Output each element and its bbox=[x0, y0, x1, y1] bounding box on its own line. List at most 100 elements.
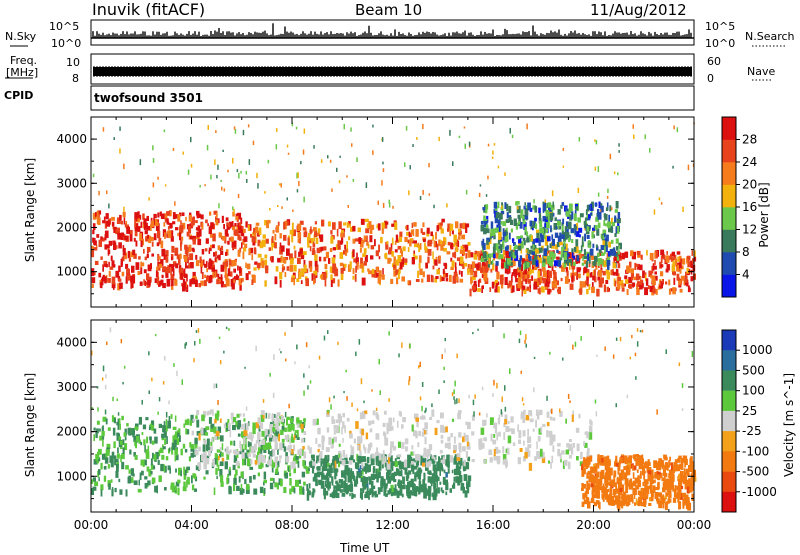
data-cell bbox=[564, 241, 566, 247]
data-cell bbox=[521, 209, 524, 215]
data-cell bbox=[313, 477, 317, 481]
data-cell bbox=[665, 281, 667, 284]
data-cell bbox=[213, 383, 215, 388]
data-cell bbox=[530, 221, 533, 227]
data-cell bbox=[367, 457, 370, 463]
data-cell bbox=[291, 449, 293, 454]
data-cell bbox=[516, 201, 520, 205]
data-cell bbox=[590, 456, 593, 462]
data-cell bbox=[585, 281, 587, 285]
data-cell bbox=[619, 488, 622, 492]
data-cell bbox=[228, 328, 230, 331]
data-cell bbox=[243, 437, 245, 445]
data-cell bbox=[526, 249, 528, 253]
data-cell bbox=[445, 459, 449, 465]
data-cell bbox=[238, 250, 241, 257]
data-cell bbox=[433, 468, 437, 476]
data-cell bbox=[498, 432, 501, 437]
data-cell bbox=[616, 227, 618, 234]
data-cell bbox=[323, 246, 326, 250]
data-cell bbox=[374, 239, 376, 246]
data-cell bbox=[221, 246, 223, 251]
data-cell bbox=[628, 455, 632, 463]
data-cell bbox=[524, 206, 526, 210]
data-cell bbox=[579, 288, 582, 295]
data-cell bbox=[469, 142, 471, 147]
data-cell bbox=[456, 354, 458, 359]
data-cell bbox=[235, 229, 239, 236]
data-cell bbox=[351, 455, 354, 461]
data-cell bbox=[428, 163, 430, 167]
data-cell bbox=[419, 263, 421, 269]
data-cell bbox=[441, 460, 444, 463]
data-cell bbox=[646, 278, 648, 286]
data-cell bbox=[174, 435, 177, 440]
data-cell bbox=[575, 342, 577, 347]
data-cell bbox=[689, 288, 691, 293]
data-cell bbox=[246, 423, 249, 431]
data-cell bbox=[638, 497, 642, 504]
data-cell bbox=[668, 499, 672, 503]
data-cell bbox=[311, 238, 314, 244]
data-cell bbox=[332, 257, 336, 263]
data-cell bbox=[585, 218, 587, 221]
data-cell bbox=[118, 266, 121, 272]
data-cell bbox=[183, 285, 185, 289]
data-cell bbox=[557, 260, 561, 267]
data-cell bbox=[334, 425, 336, 430]
data-cell bbox=[261, 261, 264, 269]
data-cell bbox=[687, 268, 689, 274]
data-cell bbox=[209, 260, 213, 267]
data-cell bbox=[292, 461, 296, 469]
data-cell bbox=[412, 469, 414, 474]
data-cell bbox=[459, 471, 461, 479]
data-cell bbox=[132, 250, 135, 256]
data-cell bbox=[614, 216, 616, 223]
data-cell bbox=[487, 176, 489, 180]
data-cell bbox=[523, 220, 526, 224]
data-cell bbox=[322, 443, 325, 450]
data-cell bbox=[194, 450, 198, 455]
data-cell bbox=[492, 151, 494, 155]
data-cell bbox=[214, 159, 216, 165]
data-cell bbox=[149, 281, 151, 286]
data-cell bbox=[128, 476, 131, 483]
data-cell bbox=[270, 483, 273, 490]
data-cell bbox=[220, 418, 222, 423]
data-cell bbox=[371, 225, 374, 230]
data-cell bbox=[497, 202, 499, 209]
data-cell bbox=[410, 165, 412, 169]
data-cell bbox=[400, 248, 402, 253]
data-cell bbox=[449, 130, 451, 136]
data-cell bbox=[200, 257, 202, 264]
data-cell bbox=[426, 462, 430, 468]
data-cell bbox=[170, 225, 172, 228]
data-cell bbox=[533, 429, 535, 432]
data-cell bbox=[557, 443, 561, 446]
data-cell bbox=[206, 411, 208, 415]
data-cell bbox=[452, 485, 455, 489]
data-cell bbox=[647, 489, 650, 494]
data-cell bbox=[669, 289, 671, 295]
data-cell bbox=[169, 448, 171, 452]
data-cell bbox=[237, 414, 240, 418]
data-cell bbox=[492, 440, 496, 445]
data-cell bbox=[108, 464, 110, 469]
data-cell bbox=[389, 453, 391, 456]
data-cell bbox=[362, 413, 366, 419]
data-cell bbox=[323, 257, 326, 262]
data-cell bbox=[312, 248, 315, 253]
data-cell bbox=[437, 467, 441, 471]
data-cell bbox=[132, 474, 134, 477]
data-cell bbox=[555, 217, 557, 221]
data-cell bbox=[135, 455, 138, 460]
data-cell bbox=[397, 454, 401, 457]
data-cell bbox=[365, 480, 367, 486]
data-cell bbox=[405, 439, 408, 445]
data-cell bbox=[252, 275, 256, 278]
data-cell bbox=[607, 196, 609, 199]
data-cell bbox=[131, 283, 134, 288]
data-cell bbox=[433, 492, 436, 498]
data-cell bbox=[225, 234, 229, 237]
data-cell bbox=[256, 440, 258, 444]
